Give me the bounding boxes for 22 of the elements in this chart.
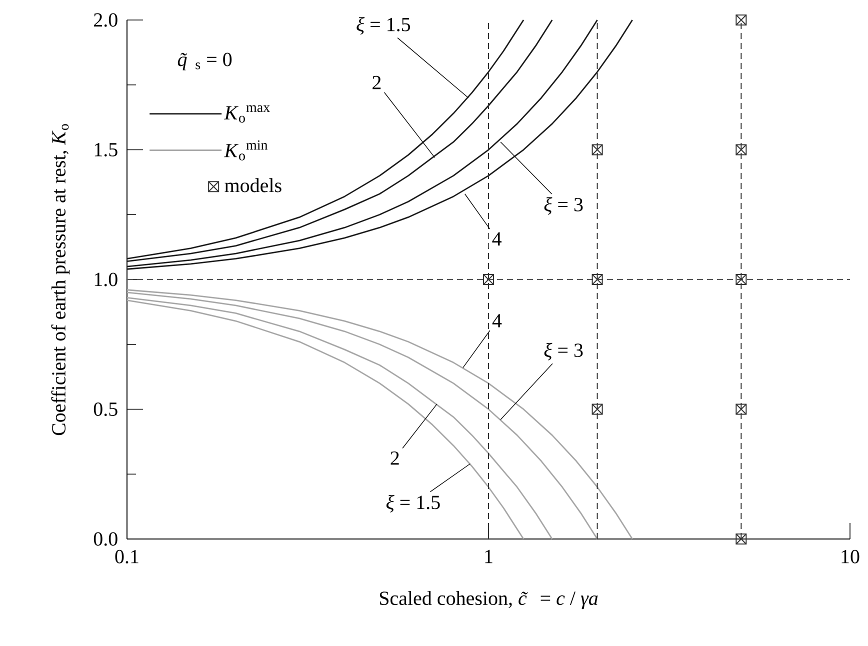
y-tick-label: 1.5 <box>94 143 118 156</box>
annotation: ξ = 1.5 <box>386 494 440 512</box>
annotation: ξ = 3 <box>544 342 583 360</box>
y-tick-label: 0.0 <box>94 532 118 546</box>
x-axis-title: Scaled cohesion, c̃ = c / γa <box>380 590 598 610</box>
legend-label: K$_{o}$max <box>224 105 270 123</box>
annotation: ξ = 1.5 <box>356 17 410 35</box>
x-tick-label: 10 <box>842 550 860 564</box>
annotation: 4 <box>492 232 502 246</box>
annotation: ξ = 3 <box>544 197 583 215</box>
annotation: 2 <box>372 76 381 90</box>
legend-label: models <box>224 178 282 192</box>
legend-label: K$_{o}$min <box>224 140 268 160</box>
annotation: 4 <box>492 314 502 328</box>
y-tick-label: 1.0 <box>94 272 118 286</box>
x-tick-label: 1 <box>485 550 492 564</box>
y-axis-title: Coefficient of earth pressure at rest, K$_{o}$ <box>51 124 70 436</box>
y-tick-label: 2.0 <box>94 13 118 27</box>
x-tick-label: 0.1 <box>115 550 138 564</box>
y-tick-label: 0.5 <box>94 402 118 416</box>
annotation: 2 <box>390 451 399 465</box>
annotation: q̃$_{s}$ = 0 <box>178 52 232 70</box>
